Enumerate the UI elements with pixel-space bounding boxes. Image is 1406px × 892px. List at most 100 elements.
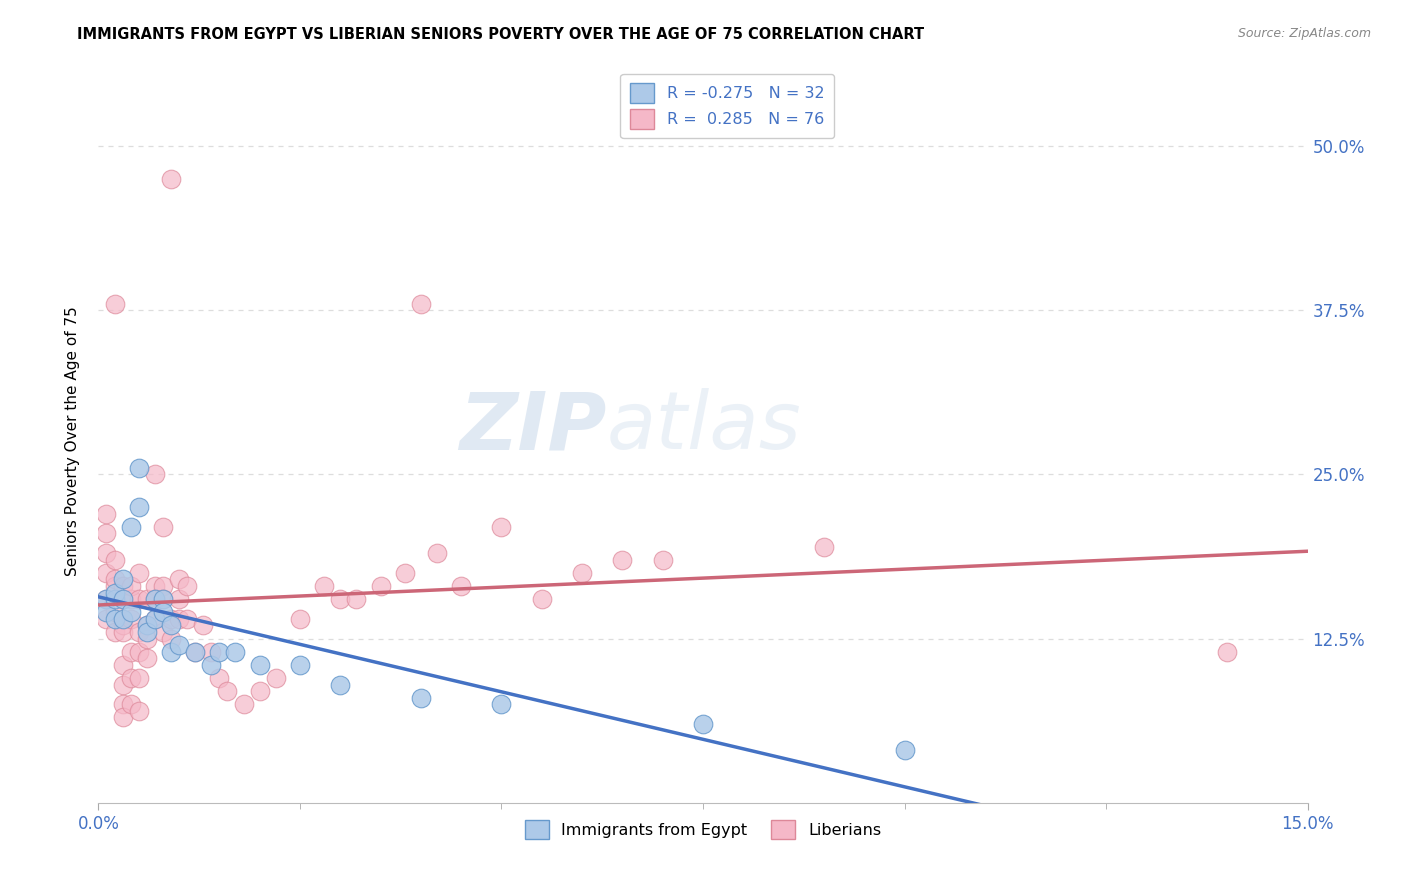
Point [571,566,593,580]
Point [111,710,134,724]
Point [208,671,231,685]
Point [128,460,150,475]
Point [111,698,134,712]
Text: ZIP: ZIP [458,388,606,467]
Point [120,592,142,607]
Point [160,171,183,186]
Point [249,684,271,698]
Point [128,645,150,659]
Point [152,579,174,593]
Point [612,553,634,567]
Point [135,592,157,607]
Point [128,566,150,580]
Point [111,677,134,691]
Point [135,618,157,632]
Point [288,612,311,626]
Point [208,645,231,659]
Point [96,546,118,560]
Point [143,592,166,607]
Point [111,625,134,640]
Point [450,579,472,593]
Point [120,645,142,659]
Point [103,573,125,587]
Point [160,618,183,632]
Point [152,520,174,534]
Point [152,592,174,607]
Point [135,632,157,646]
Point [143,467,166,482]
Point [96,612,118,626]
Point [491,698,513,712]
Point [128,704,150,718]
Point [143,592,166,607]
Point [96,592,118,607]
Point [120,605,142,619]
Point [200,657,222,672]
Point [143,612,166,626]
Point [200,645,222,659]
Point [103,585,125,599]
Point [167,573,190,587]
Point [135,651,157,665]
Point [120,698,142,712]
Point [152,592,174,607]
Text: atlas: atlas [606,388,801,467]
Point [530,592,553,607]
Point [167,592,190,607]
Point [160,632,183,646]
Point [103,592,125,607]
Point [120,612,142,626]
Point [176,579,198,593]
Point [143,612,166,626]
Point [329,592,352,607]
Point [813,540,835,554]
Point [344,592,367,607]
Point [167,638,190,652]
Point [409,690,432,705]
Point [1216,645,1239,659]
Point [394,566,416,580]
Point [193,618,215,632]
Point [111,592,134,607]
Point [96,566,118,580]
Point [160,612,183,626]
Point [651,553,673,567]
Point [370,579,392,593]
Point [224,645,246,659]
Text: Source: ZipAtlas.com: Source: ZipAtlas.com [1237,27,1371,40]
Point [893,743,915,757]
Y-axis label: Seniors Poverty Over the Age of 75: Seniors Poverty Over the Age of 75 [65,307,80,576]
Point [152,605,174,619]
Point [111,612,134,626]
Point [120,579,142,593]
Point [128,500,150,515]
Point [176,612,198,626]
Point [135,618,157,632]
Point [111,618,134,632]
Point [96,526,118,541]
Point [167,612,190,626]
Point [120,520,142,534]
Text: IMMIGRANTS FROM EGYPT VS LIBERIAN SENIORS POVERTY OVER THE AGE OF 75 CORRELATION: IMMIGRANTS FROM EGYPT VS LIBERIAN SENIOR… [77,27,925,42]
Point [692,717,714,731]
Point [103,625,125,640]
Point [103,612,125,626]
Point [314,579,336,593]
Point [143,579,166,593]
Point [232,698,254,712]
Point [96,592,118,607]
Point [96,605,118,619]
Point [128,671,150,685]
Point [128,592,150,607]
Point [103,296,125,310]
Point [103,579,125,593]
Point [329,677,352,691]
Point [135,625,157,640]
Point [111,592,134,607]
Point [152,625,174,640]
Point [111,579,134,593]
Point [111,657,134,672]
Point [288,657,311,672]
Point [491,520,513,534]
Point [128,625,150,640]
